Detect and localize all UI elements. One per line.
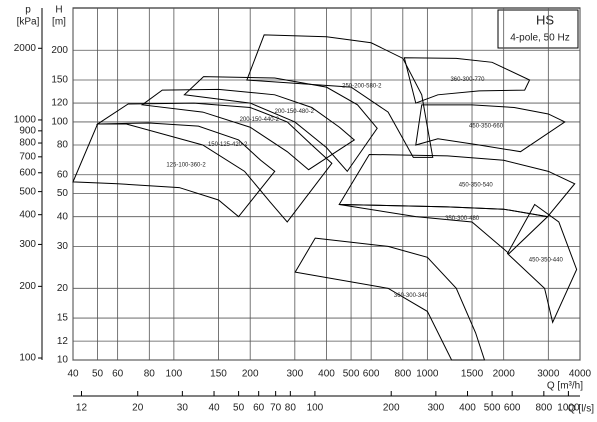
pump-label: 250-200-580-2: [342, 84, 382, 90]
y2-label: p: [25, 5, 31, 16]
y-tick-label: 20: [57, 283, 69, 294]
y-tick-label: 60: [57, 169, 69, 180]
x2-tick-label: 400: [459, 403, 476, 414]
y-tick-label: 50: [57, 188, 69, 199]
x-tick-label: 4000: [569, 369, 592, 380]
y-tick-label: 120: [51, 98, 68, 109]
pump-label: 350-300-480: [445, 216, 480, 222]
pump-envelope: [506, 203, 578, 324]
y-tick-label: 40: [57, 211, 69, 222]
x2-tick-label: 50: [233, 403, 245, 414]
pump-envelope: [294, 237, 486, 361]
y2-tick-label: 700: [19, 151, 36, 162]
x-tick-label: 400: [318, 369, 335, 380]
x2-tick-label: 300: [428, 403, 445, 414]
x-tick-label: 2000: [493, 369, 516, 380]
pump-envelope: [95, 102, 333, 223]
pump-envelope: [246, 34, 434, 158]
x-tick-label: 1000: [416, 369, 439, 380]
pump-label: 450-350-540: [459, 182, 494, 188]
pump-envelope: [415, 104, 566, 153]
x2-tick-label: 200: [383, 403, 400, 414]
y2-tick-label: 500: [19, 186, 36, 197]
pump-envelope: [183, 76, 378, 173]
y-tick-label: 100: [51, 117, 68, 128]
y2-label: [kPa]: [17, 17, 40, 28]
y-tick-label: 30: [57, 241, 69, 252]
pump-label: 360-300-770: [450, 77, 485, 83]
x2-tick-label: 12: [76, 403, 88, 414]
y2-tick-label: 2000: [14, 43, 37, 54]
pump-envelope: [140, 88, 356, 171]
x2-tick-label: 800: [535, 403, 552, 414]
chart-title: HS: [536, 12, 554, 27]
y-tick-label: 200: [51, 45, 68, 56]
x-label: Q [m³/h]: [547, 381, 583, 392]
x-tick-label: 200: [242, 369, 259, 380]
pump-label: 360-300-340: [394, 293, 429, 299]
y2-tick-label: 1000: [14, 115, 37, 126]
y-label: H: [55, 5, 62, 16]
y-tick-label: 12: [57, 336, 69, 347]
pump-label: 450-350-660: [469, 124, 504, 130]
y2-tick-label: 200: [19, 281, 36, 292]
x-tick-label: 40: [67, 369, 79, 380]
x2-tick-label: 20: [132, 403, 144, 414]
x-tick-label: 100: [166, 369, 183, 380]
x-tick-label: 150: [210, 369, 227, 380]
y-tick-label: 150: [51, 75, 68, 86]
x2-tick-label: 40: [208, 403, 220, 414]
y2-tick-label: 300: [19, 239, 36, 250]
y2-tick-label: 600: [19, 167, 36, 178]
x2-tick-label: 500: [484, 403, 501, 414]
pump-label: 150-125-420-2: [208, 142, 248, 148]
y2-tick-label: 900: [19, 125, 36, 136]
pump-envelope: [72, 122, 276, 218]
x-tick-label: 50: [92, 369, 104, 380]
pump-label: 450-350-440: [529, 258, 564, 264]
x-tick-label: 60: [112, 369, 124, 380]
pump-label: 200-150-480-2: [275, 109, 315, 115]
x-tick-label: 300: [286, 369, 303, 380]
x2-label: Q [l/s]: [568, 404, 594, 415]
y2-tick-label: 100: [19, 353, 36, 364]
x2-tick-label: 600: [504, 403, 521, 414]
x2-tick-label: 100: [307, 403, 324, 414]
x-tick-label: 80: [144, 369, 156, 380]
x2-tick-label: 1000: [557, 403, 580, 414]
pump-label: 125-100-360-2: [166, 163, 206, 169]
chart-subtitle: 4-pole, 50 Hz: [510, 33, 569, 44]
x2-tick-label: 60: [253, 403, 265, 414]
y-tick-label: 80: [57, 140, 69, 151]
title-box: [497, 9, 579, 49]
y2-tick-label: 400: [19, 209, 36, 220]
y-tick-label: 15: [57, 313, 69, 324]
x-tick-label: 500: [343, 369, 360, 380]
x-tick-label: 1500: [461, 369, 484, 380]
pump-envelope: [339, 203, 549, 255]
pump-label: 200-150-440-2: [240, 117, 280, 123]
x2-tick-label: 80: [285, 403, 297, 414]
x-tick-label: 600: [363, 369, 380, 380]
x2-tick-label: 70: [270, 403, 282, 414]
pump-envelope: [403, 57, 531, 104]
x2-tick-label: 30: [177, 403, 189, 414]
y2-tick-label: 800: [19, 138, 36, 149]
y-tick-label: 10: [57, 355, 69, 366]
y-label: [m]: [52, 17, 66, 28]
x-tick-label: 800: [394, 369, 411, 380]
x-tick-label: 3000: [537, 369, 560, 380]
